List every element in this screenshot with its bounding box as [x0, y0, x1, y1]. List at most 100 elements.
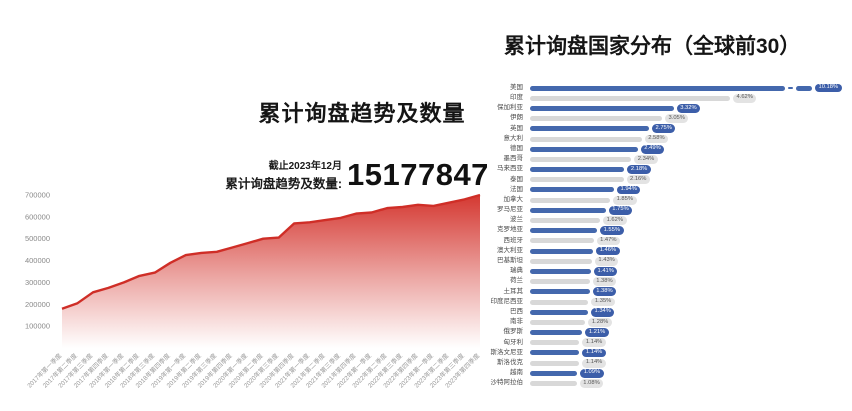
bar-row: 西班牙 1.47% [466, 236, 852, 246]
value-badge: 2.16% [626, 175, 650, 185]
area-chart-title: 累计询盘趋势及数量 [258, 101, 466, 126]
bar-row: 伊朗 3.05% [466, 114, 852, 124]
bar [530, 116, 662, 122]
bar [530, 289, 590, 295]
bar-row: 马来西亚 2.18% [466, 165, 852, 175]
bar [530, 238, 594, 244]
country-label: 巴基斯坦 [497, 257, 523, 265]
bar-row: 印度尼西亚 1.35% [466, 297, 852, 307]
bar-row: 斯洛文尼亚 1.14% [466, 348, 852, 358]
value-badge: 1.34% [591, 307, 615, 317]
y-axis-tick-label: 500000 [25, 234, 50, 243]
value-badge: 1.08% [579, 379, 604, 388]
bar [530, 268, 591, 274]
bar [530, 370, 578, 376]
bar-row: 印度 4.62% [466, 93, 852, 103]
value-badge: 1.38% [592, 287, 617, 297]
value-badge: 1.43% [594, 256, 619, 266]
bar [530, 156, 632, 162]
bar-row: 英国 2.75% [466, 124, 852, 134]
country-label: 英国 [510, 124, 523, 132]
value-badge: 10.18% [815, 83, 842, 93]
bar [530, 136, 642, 142]
bar [796, 85, 812, 91]
country-label: 罗马尼亚 [497, 206, 523, 214]
country-label: 瑞典 [510, 267, 523, 275]
bar [530, 126, 649, 132]
bar [530, 330, 583, 336]
bar [530, 95, 730, 101]
bar [530, 319, 586, 325]
bar [530, 299, 589, 305]
country-label: 墨西哥 [503, 155, 524, 163]
y-axis-tick-label: 700000 [25, 191, 50, 200]
bar-row: 俄罗斯 1.21% [466, 328, 852, 338]
value-badge: 1.14% [582, 358, 606, 368]
bar [530, 197, 611, 203]
value-badge: 1.35% [591, 297, 615, 307]
value-badge: 1.47% [596, 236, 621, 246]
bar [530, 207, 606, 213]
bar-row: 加拿大 1.85% [466, 195, 852, 205]
country-label: 澳大利亚 [497, 246, 523, 254]
value-badge: 3.05% [665, 114, 689, 124]
country-label: 法国 [510, 185, 523, 193]
bar [530, 218, 601, 224]
country-label: 泰国 [510, 175, 523, 183]
country-label: 德国 [510, 144, 523, 152]
country-label: 沙特阿拉伯 [490, 379, 524, 387]
bar [530, 167, 625, 173]
value-badge: 2.58% [644, 134, 669, 144]
value-badge: 1.46% [596, 246, 620, 256]
value-badge: 1.62% [603, 216, 627, 225]
bar-row: 沙特阿拉伯 1.08% [466, 378, 852, 388]
y-axis-tick-label: 600000 [25, 212, 50, 221]
total-inquiries-label: 累计询盘趋势及数量: [225, 177, 342, 191]
value-badge: 2.75% [652, 124, 676, 134]
country-label: 南非 [510, 318, 523, 326]
bar-row: 墨西哥 2.34% [466, 154, 852, 164]
bar [530, 279, 590, 285]
value-badge: 1.14% [582, 338, 606, 348]
y-axis-tick-label: 200000 [25, 300, 50, 309]
bar-row: 意大利 2.58% [466, 134, 852, 144]
y-axis-tick-label: 400000 [25, 256, 50, 265]
bar [530, 309, 588, 315]
bar-chart: 美国 10.18% 印度 4.62% 保加利亚 3.32% 伊朗 3.05% 英国 2.75% 意大… [466, 83, 852, 389]
bar-row: 土耳其 1.38% [466, 287, 852, 297]
bar [530, 350, 580, 356]
value-badge: 1.75% [608, 205, 633, 215]
bar [530, 360, 580, 366]
country-label: 匈牙利 [503, 338, 524, 346]
country-label: 克罗地亚 [497, 226, 523, 234]
country-label: 斯洛文尼亚 [490, 348, 524, 356]
bar-row: 南非 1.28% [466, 317, 852, 327]
bar [530, 228, 598, 234]
country-label: 意大利 [503, 134, 524, 142]
axis-break-dash [788, 86, 793, 90]
bar-row: 瑞典 1.41% [466, 266, 852, 276]
value-badge: 4.62% [733, 93, 757, 103]
country-label: 俄罗斯 [503, 328, 524, 336]
bar [530, 177, 624, 183]
country-label: 荷兰 [510, 277, 523, 285]
bar [530, 105, 674, 111]
bar-row: 法国 1.94% [466, 185, 852, 195]
value-badge: 1.21% [585, 328, 609, 337]
value-badge: 1.14% [582, 348, 606, 358]
bar [530, 146, 638, 152]
value-badge: 1.55% [600, 226, 624, 236]
bar [530, 85, 785, 91]
country-label: 马来西亚 [497, 165, 523, 173]
value-badge: 2.18% [627, 165, 651, 174]
value-badge: 3.32% [676, 104, 701, 113]
country-label: 保加利亚 [497, 104, 523, 112]
bar [530, 381, 577, 387]
value-badge: 1.09% [580, 368, 604, 378]
bar-row: 保加利亚 3.32% [466, 103, 852, 113]
area-fill [62, 195, 480, 348]
country-label: 印度 [510, 94, 523, 102]
bar-row: 巴基斯坦 1.43% [466, 256, 852, 266]
value-badge: 1.94% [617, 185, 641, 195]
country-label: 土耳其 [503, 287, 524, 295]
